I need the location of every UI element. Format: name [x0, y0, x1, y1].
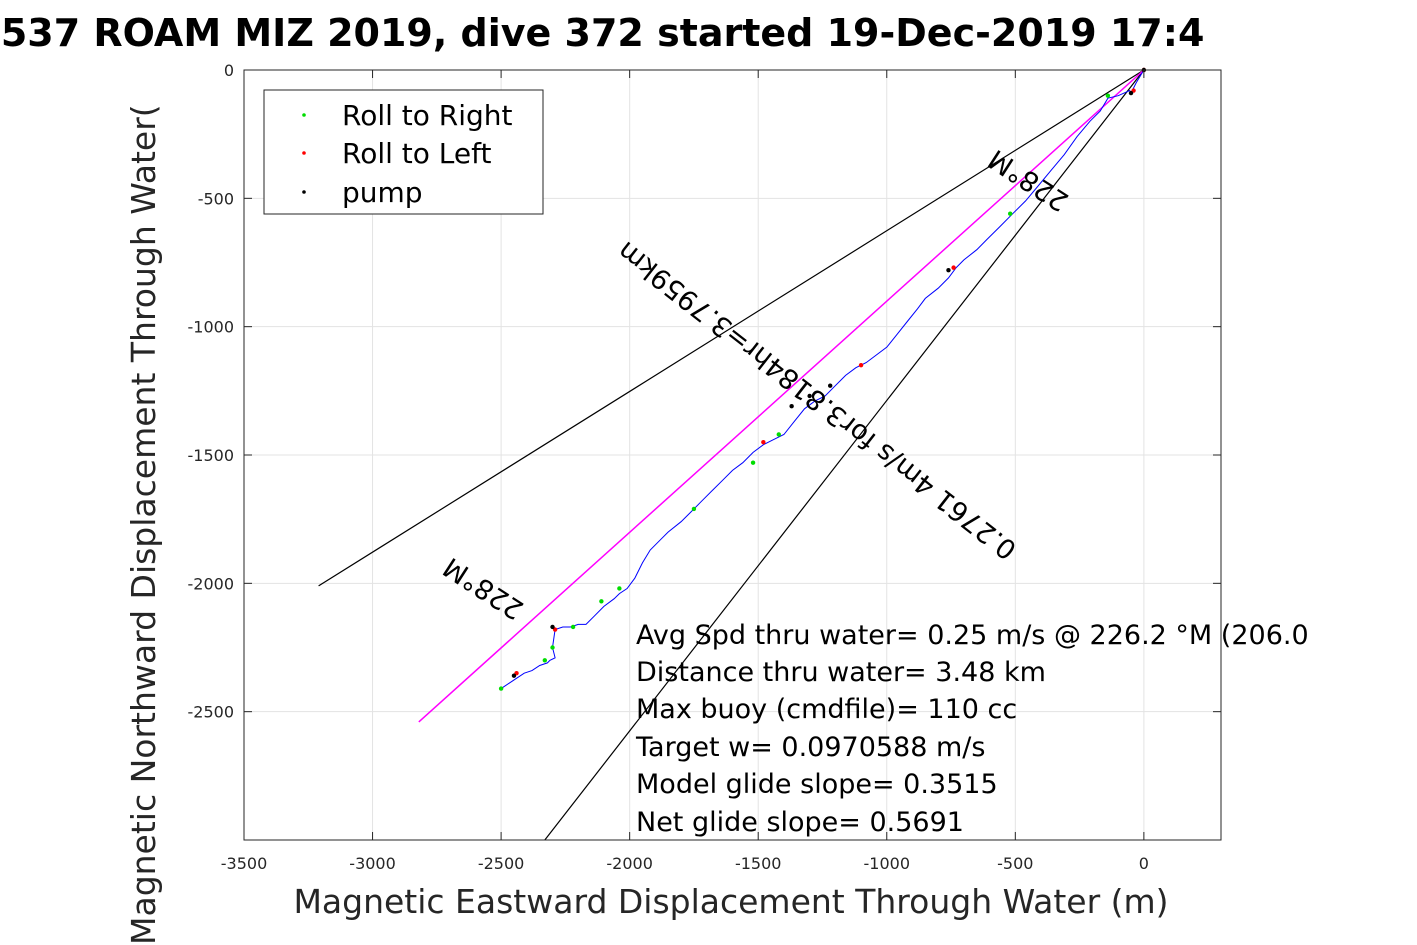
- legend: Roll to Right Roll to Left pump: [263, 89, 544, 215]
- track-line: [500, 69, 1145, 690]
- annotation-line-4: Target w= 0.0970588 m/s: [635, 732, 985, 763]
- pump-point: [789, 404, 794, 409]
- roll-right-point: [570, 624, 576, 630]
- cone-line: [544, 69, 1145, 841]
- roll-right-point: [1105, 93, 1111, 98]
- x-tick-label: -1000: [864, 854, 911, 873]
- x-tick-label: -2500: [478, 854, 525, 873]
- pump-point: [828, 383, 833, 388]
- annotation-line-3: Max buoy (cmdfile)= 110 cc: [636, 694, 1017, 725]
- x-tick-label: -1500: [735, 854, 782, 873]
- legend-marker-roll-right: [302, 113, 306, 117]
- ticks: -3500 -3000 -2500 -2000 -1500 -1000 -500 0 0 -500…: [188, 61, 1221, 873]
- y-tick-label: -1000: [188, 318, 235, 337]
- y-tick-label: 0: [224, 61, 234, 80]
- roll-right-point: [550, 645, 555, 650]
- roll-right-point: [599, 599, 604, 604]
- roll-right-point: [776, 432, 781, 437]
- cone-line: [318, 69, 1145, 587]
- grid: [243, 69, 1221, 840]
- pump-point: [946, 268, 951, 273]
- y-tick-label: -500: [198, 189, 234, 208]
- roll-right-point: [542, 658, 548, 663]
- pump-point: [807, 393, 812, 399]
- legend-label-roll-left: Roll to Left: [342, 137, 491, 170]
- roll-right-point: [1007, 211, 1013, 216]
- x-tick-label: -500: [997, 854, 1033, 873]
- annotation-line-6: Net glide slope= 0.5691: [636, 807, 964, 838]
- legend-marker-pump: [302, 190, 306, 194]
- pump-point: [550, 624, 555, 630]
- legend-label-roll-right: Roll to Right: [342, 99, 513, 132]
- y-axis-label: Magnetic Northward Displacement Through …: [124, 104, 163, 945]
- x-axis-label: Magnetic Eastward Displacement Through W…: [293, 882, 1168, 921]
- annotation-line-5: Model glide slope= 0.3515: [636, 769, 998, 800]
- roll-right-point: [691, 506, 697, 512]
- markers: [498, 67, 1147, 691]
- roll-left-point: [761, 439, 766, 445]
- chart-title: sg537 ROAM MIZ 2019, dive 372 started 19…: [0, 11, 1204, 55]
- annotation-block: Avg Spd thru water= 0.25 m/s @ 226.2 °M …: [635, 620, 1309, 838]
- x-tick-label: -2000: [606, 854, 653, 873]
- y-tick-label: -1500: [188, 446, 235, 465]
- x-tick-label: -3500: [221, 854, 268, 873]
- roll-left-point: [951, 265, 956, 270]
- annotation-line-2: Distance thru water= 3.48 km: [636, 657, 1046, 688]
- roll-right-point: [750, 460, 756, 465]
- y-tick-label: -2000: [188, 574, 235, 593]
- x-tick-label: -3000: [349, 854, 396, 873]
- x-tick-label: 0: [1139, 854, 1149, 873]
- pump-point: [1128, 90, 1134, 96]
- roll-right-point: [617, 586, 622, 591]
- roll-left-point: [858, 362, 864, 368]
- heading-line: [418, 69, 1145, 723]
- legend-marker-roll-left: [302, 151, 306, 155]
- roll-right-point: [498, 686, 504, 691]
- legend-box: [263, 89, 544, 215]
- y-tick-label: -2500: [188, 703, 235, 722]
- legend-label-pump: pump: [342, 176, 423, 209]
- plot-lines: [318, 69, 1145, 841]
- pump-point: [511, 673, 517, 678]
- annotation-line-1: Avg Spd thru water= 0.25 m/s @ 226.2 °M …: [636, 620, 1309, 651]
